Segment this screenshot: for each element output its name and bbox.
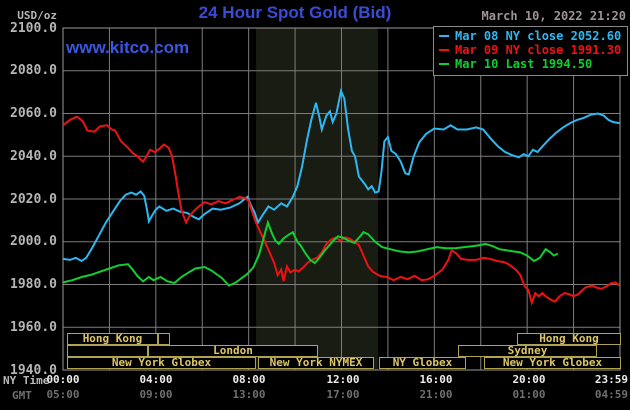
x-axis-gmt-tick: 21:00 [419,388,453,401]
y-axis-tick-label: 1980.0 [10,277,57,292]
y-axis-tick-label: 1960.0 [10,320,57,335]
legend-item-mar10: Mar 10 Last 1994.50 [434,57,627,71]
session-band-hong-kong: Hong Kong [67,333,158,345]
legend-label-mar08: Mar 08 NY close 2052.60 [455,29,622,43]
y-axis-tick-label: 2080.0 [10,63,57,78]
legend-label-mar09: Mar 09 NY close 1991.30 [455,43,622,57]
x-axis-ny-tick: 16:00 [419,373,453,386]
series-line-mar10 [62,219,559,287]
session-band-london: London [148,345,318,357]
legend-item-mar09: Mar 09 NY close 1991.30 [434,43,627,57]
y-axis-tick-label: 2100.0 [10,21,57,36]
chart-datetime: March 10, 2022 21:20 [481,9,627,23]
x-axis-ny-tick: 12:00 [326,373,360,386]
chart-title: 24 Hour Spot Gold (Bid) [198,3,392,22]
x-axis-ny-time-label: NY Time [3,374,50,387]
session-band-empty [158,333,170,345]
x-axis-gmt-tick: 05:00 [46,388,80,401]
plot-border [62,27,621,371]
y-axis-tick-label: 2000.0 [10,234,57,249]
session-band-new-york-globex: New York Globex [67,357,256,369]
y-axis-tick-label: 2060.0 [10,106,57,121]
kitco-watermark-link[interactable]: www.kitco.com [66,38,190,57]
series-line-mar08 [62,87,620,263]
x-axis-ny-tick: 23:59 [594,373,628,386]
session-band-new-york-globex: New York Globex [484,357,621,369]
legend-item-mar08: Mar 08 NY close 2052.60 [434,29,627,43]
session-band-empty [67,345,148,357]
legend-box: Mar 08 NY close 2052.60 Mar 09 NY close … [433,26,628,76]
x-axis-ny-tick: 08:00 [232,373,266,386]
x-axis-ny-tick: 04:00 [139,373,173,386]
x-axis-gmt-tick: 09:00 [139,388,173,401]
session-band-hong-kong: Hong Kong [517,333,621,345]
x-axis-ny-tick: 20:00 [512,373,546,386]
x-axis-gmt-tick: 01:00 [512,388,546,401]
legend-line-swatch-mar09 [439,49,449,51]
y-axis-units-label: USD/oz [17,9,57,22]
legend-line-swatch-mar08 [439,35,449,37]
y-axis-tick-label: 2040.0 [10,149,57,164]
y-axis-tick-label: 1940.0 [10,363,57,378]
legend-line-swatch-mar10 [439,63,449,65]
x-axis-gmt-tick: 13:00 [232,388,266,401]
session-band-ny-globex: NY Globex [379,357,466,369]
x-axis-gmt-tick: 04:59 [594,388,628,401]
session-band-new-york-nymex: New York NYMEX [258,357,374,369]
legend-label-mar10: Mar 10 Last 1994.50 [455,57,593,71]
x-axis-gmt-label: GMT [12,389,32,402]
x-axis-gmt-tick: 17:00 [326,388,360,401]
y-axis-tick-label: 2020.0 [10,192,57,207]
x-axis-ny-tick: 00:00 [46,373,80,386]
session-band-sydney: Sydney [458,345,597,357]
series-line-mar09 [62,115,621,307]
